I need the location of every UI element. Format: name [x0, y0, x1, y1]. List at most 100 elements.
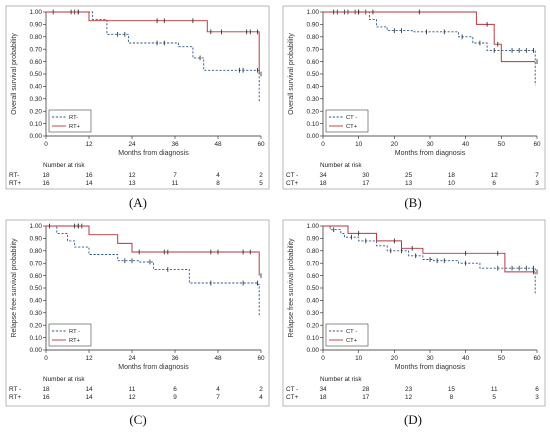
legend-label: CT -	[346, 115, 357, 121]
y-tick-label: 0.40	[30, 298, 43, 305]
x-axis-title: Months from diagnosis	[118, 364, 189, 371]
legend-label: RT-	[69, 115, 78, 121]
risk-count: 7	[173, 172, 177, 179]
y-tick-label: 0.70	[30, 46, 43, 53]
y-tick-label: 0.80	[307, 248, 320, 255]
y-tick-label: 0.60	[307, 59, 320, 66]
risk-count: 7	[216, 394, 220, 401]
y-tick-label: 0.10	[30, 121, 43, 128]
legend-box	[48, 323, 92, 347]
y-tick-label: 0.10	[307, 121, 320, 128]
risk-count: 28	[362, 386, 370, 393]
legend: CT - CT+	[325, 109, 369, 133]
y-tick-label: 0.00	[307, 347, 320, 354]
legend: RT- RT+	[48, 109, 92, 133]
y-tick-label: 0.60	[30, 59, 43, 66]
panel-caption: (B)	[404, 195, 421, 210]
y-tick-label: 0.50	[30, 71, 43, 78]
risk-count: 5	[492, 394, 496, 401]
risk-count: 18	[42, 172, 50, 179]
y-tick-label: 0.80	[30, 34, 43, 41]
x-axis-title: Months from diagnosis	[395, 364, 466, 371]
risk-count: 11	[129, 386, 136, 393]
x-tick-label: 0	[321, 355, 325, 362]
legend-label: RT+	[69, 124, 81, 130]
legend: CT - CT+	[325, 323, 369, 347]
risk-count: 5	[259, 180, 263, 187]
risk-count: 16	[85, 172, 93, 179]
x-tick-label: 12	[85, 141, 93, 148]
survival-curve-negative	[323, 225, 536, 295]
x-tick-label: 12	[85, 355, 93, 362]
risk-count: 3	[535, 180, 539, 187]
y-tick-label: 0.30	[30, 96, 43, 103]
y-tick-label: 0.40	[307, 298, 320, 305]
risk-count: 14	[85, 180, 93, 187]
panel-c-frame	[5, 219, 270, 407]
y-tick-label: 0.80	[307, 34, 320, 41]
panel-b-frame	[282, 5, 546, 190]
x-tick-label: 40	[462, 141, 470, 148]
risk-count: 4	[259, 394, 263, 401]
risk-row-label: CT -	[286, 172, 298, 179]
y-axis-title: Overall survival probability	[11, 33, 18, 115]
legend-label: RT+	[69, 338, 81, 344]
risk-count: 16	[42, 180, 50, 187]
risk-count: 12	[405, 394, 413, 401]
x-axis-title: Months from diagnosis	[395, 150, 466, 157]
panel-a-frame	[5, 5, 270, 190]
risk-count: 8	[450, 394, 454, 401]
x-tick-label: 0	[44, 355, 48, 362]
y-tick-label: 0.20	[307, 322, 320, 329]
risk-count: 14	[85, 386, 93, 393]
x-tick-label: 30	[426, 141, 434, 148]
risk-count: 4	[216, 172, 220, 179]
y-tick-label: 1.00	[30, 9, 43, 16]
x-tick-label: 50	[498, 141, 506, 148]
y-tick-label: 0.30	[307, 96, 320, 103]
y-tick-label: 0.70	[30, 260, 43, 267]
y-tick-label: 0.90	[307, 22, 320, 29]
x-tick-label: 36	[171, 355, 179, 362]
x-tick-label: 10	[355, 141, 363, 148]
risk-count: 9	[173, 394, 177, 401]
risk-count: 18	[319, 394, 327, 401]
risk-count: 18	[448, 172, 456, 179]
legend-label: CT -	[346, 329, 357, 335]
y-tick-label: 0.90	[30, 236, 43, 243]
y-tick-label: 0.10	[307, 335, 320, 342]
y-axis-title: Overall survival probability	[288, 33, 295, 115]
x-tick-label: 24	[128, 141, 136, 148]
risk-count: 23	[405, 386, 413, 393]
legend-label: CT+	[346, 124, 358, 130]
risk-count: 8	[216, 180, 220, 187]
risk-row-label: CT+	[286, 180, 299, 187]
survival-curve-positive	[46, 225, 260, 276]
risk-table: Number at risk CT - 34 30 25 18 12 7 CT+ 18 17 13 10…	[286, 162, 539, 187]
y-tick-label: 0.00	[30, 347, 43, 354]
risk-count: 12	[128, 172, 136, 179]
risk-count: 13	[405, 180, 413, 187]
legend-label: CT+	[346, 338, 358, 344]
risk-row-label: CT -	[286, 386, 298, 393]
y-tick-label: 0.00	[30, 133, 43, 140]
risk-table-title: Number at risk	[320, 162, 362, 169]
risk-count: 6	[492, 180, 496, 187]
x-tick-label: 48	[214, 355, 222, 362]
panel-a: 0.00 0.10 0.20 0.30 0.40 0.50 0.60 0.70 0.80 0.90…	[5, 5, 270, 190]
risk-count: 11	[491, 386, 498, 393]
risk-row-label: RT+	[9, 394, 21, 401]
y-tick-label: 1.00	[307, 9, 320, 16]
y-tick-label: 0.40	[30, 84, 43, 91]
x-tick-label: 50	[498, 355, 506, 362]
y-tick-label: 0.40	[307, 84, 320, 91]
risk-row-label: RT -	[9, 386, 21, 393]
risk-count: 25	[405, 172, 413, 179]
panel-caption: (D)	[404, 412, 422, 427]
y-tick-label: 0.60	[307, 273, 320, 280]
risk-count: 10	[448, 180, 456, 187]
survival-curve-negative	[323, 11, 536, 86]
